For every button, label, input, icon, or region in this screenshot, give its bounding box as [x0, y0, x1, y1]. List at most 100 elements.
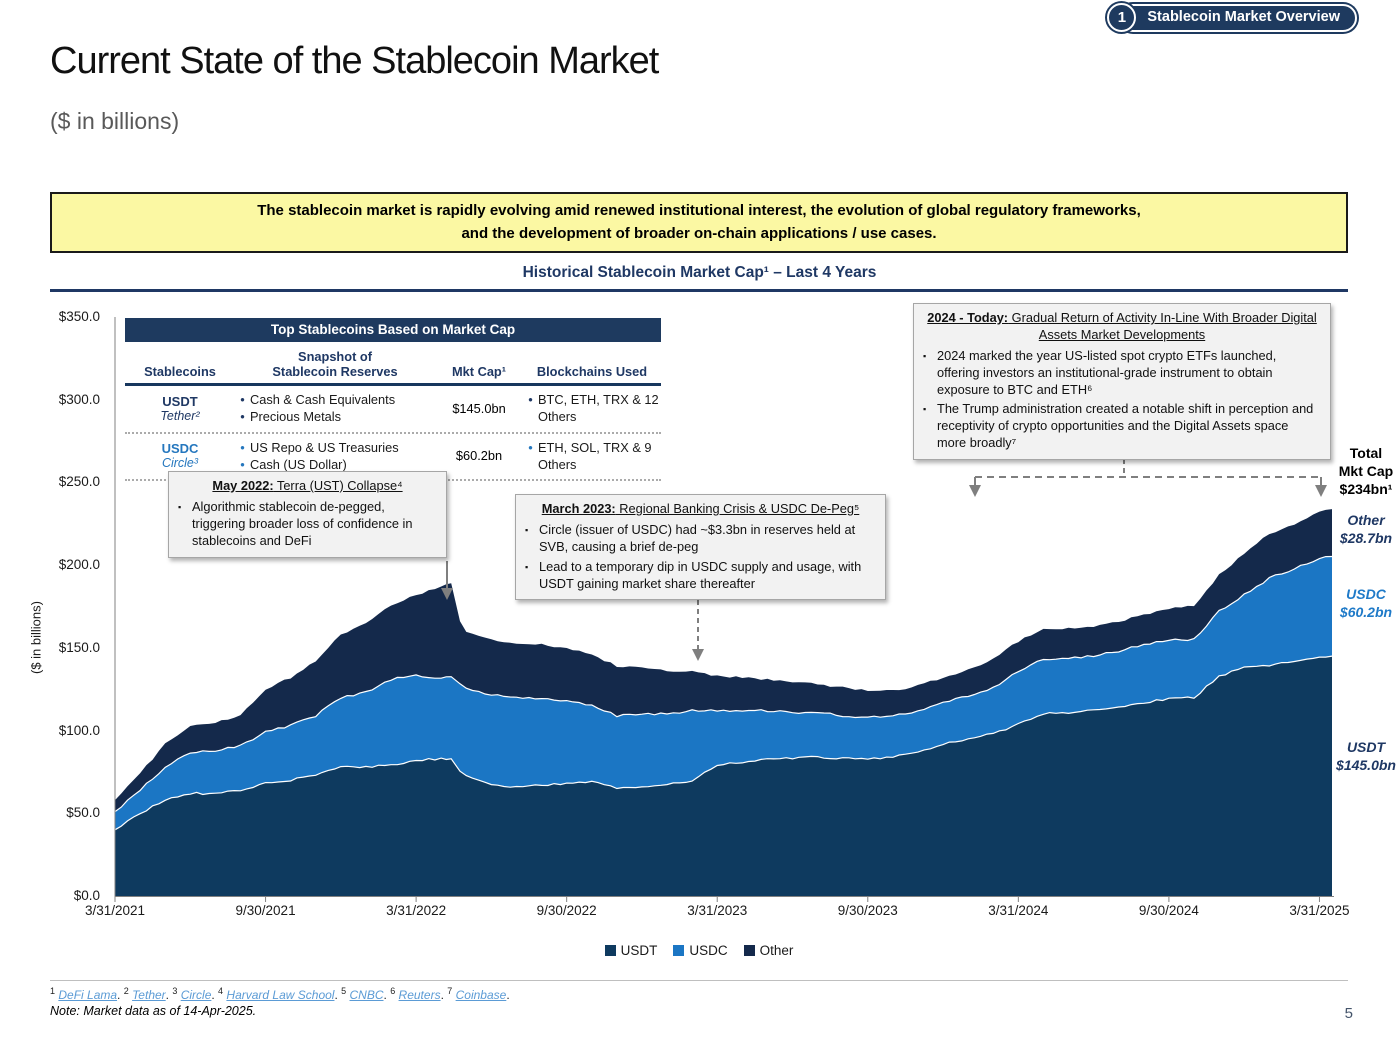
footnote-sup: 6	[390, 986, 396, 996]
y-tick-label: $350.0	[58, 309, 100, 324]
legend-label: Other	[759, 943, 794, 958]
key-message-banner: The stablecoin market is rapidly evolvin…	[50, 192, 1348, 253]
area-usdc	[115, 556, 1332, 830]
annotation-title-date: 2024 - Today:	[927, 310, 1009, 325]
top-stablecoins-table: Top Stablecoins Based on Market Cap Stab…	[125, 318, 661, 482]
annotation-title-text: Regional Banking Crisis & USDC De-Peg⁵	[615, 501, 860, 516]
x-tick-label: 3/31/2021	[84, 903, 146, 918]
legend-label: USDT	[620, 943, 658, 958]
footnote-sup: 4	[218, 986, 224, 996]
footnote-link[interactable]: CNBC	[349, 988, 384, 1002]
x-tick-label: 3/31/2025	[1289, 903, 1350, 918]
stablecoin-issuer: Tether²	[160, 408, 200, 423]
footnote-sup: 7	[447, 986, 453, 996]
stablecoin-issuer: Circle³	[161, 456, 199, 471]
legend-item-usdc: USDC	[673, 943, 728, 958]
x-tick-label: 9/30/2024	[1138, 903, 1199, 918]
annotation-bullet-text: 2024 marked the year US-listed spot cryp…	[937, 347, 1277, 397]
series-value: $28.7bn	[1339, 530, 1393, 547]
annotation-bullet: ▪ 2024 marked the year US-listed spot cry…	[923, 348, 1321, 399]
table-title: Top Stablecoins Based on Market Cap	[125, 318, 661, 342]
footnote-separator: .	[383, 988, 391, 1002]
reserve-item: • Precious Metals	[235, 408, 435, 425]
bullet-icon: ▪	[525, 524, 529, 535]
series-boundary-line	[114, 555, 1333, 813]
series-boundary-line	[114, 655, 1333, 831]
annotation-bullet: ▪ Lead to a temporary dip in USDC supply …	[525, 559, 876, 593]
bullet-icon: ▪	[178, 501, 182, 512]
reserve-text: Cash (US Dollar)	[250, 456, 347, 472]
annotation-title: May 2022: Terra (UST) Collapse⁴	[178, 478, 437, 495]
annotation-bullet: ▪ Circle (issuer of USDC) had ~$3.3bn in …	[525, 522, 876, 556]
page-subtitle: ($ in billions)	[50, 108, 180, 134]
y-tick-label: $300.0	[58, 391, 100, 407]
series-value: $60.2bn	[1339, 604, 1393, 621]
footnote-source: 6 Reuters.	[390, 986, 448, 1002]
arrow-head-icon	[1315, 485, 1327, 497]
total-label-value: $234bn¹	[1339, 481, 1393, 498]
page-title: Current State of the Stablecoin Market	[50, 40, 659, 82]
footnote-separator: .	[165, 988, 173, 1002]
footnote-link[interactable]: Reuters	[398, 988, 441, 1002]
footnote-separator: .	[334, 988, 342, 1002]
annotation-2024-today: 2024 - Today: Gradual Return of Activity…	[913, 303, 1331, 461]
bullet-icon: ▪	[923, 404, 927, 415]
bullet-icon: •	[240, 409, 245, 425]
total-mkt-cap-label: Total Mkt Cap $234bn¹	[1333, 444, 1399, 499]
annotation-title: 2024 - Today: Gradual Return of Activity…	[923, 310, 1321, 344]
footnote-link[interactable]: DeFi Lama	[58, 988, 118, 1002]
page-number: 5	[1344, 1005, 1353, 1022]
annotation-march-2023: March 2023: Regional Banking Crisis & US…	[515, 494, 886, 601]
x-tick-label: 9/30/2023	[837, 903, 898, 918]
footnote-link[interactable]: Harvard Law School	[226, 988, 335, 1002]
other-series-label: Other $28.7bn	[1333, 511, 1399, 547]
footnote-sup: 2	[123, 986, 129, 996]
series-value: $145.0bn	[1336, 757, 1396, 774]
footnote-source: 2 Tether.	[123, 986, 173, 1002]
annotation-bullet-text: The Trump administration created a notab…	[937, 401, 1314, 451]
reserve-text: Precious Metals	[250, 409, 342, 425]
blockchains-item: • BTC, ETH, TRX & 12 Others	[523, 391, 661, 426]
annotation-bullets: ▪ Circle (issuer of USDC) had ~$3.3bn in …	[525, 522, 876, 593]
footnote-sup: 5	[341, 986, 347, 996]
footnote-separator: .	[117, 988, 124, 1002]
reserve-text: Cash & Cash Equivalents	[250, 392, 396, 407]
area-usdt	[115, 656, 1332, 896]
bullet-icon: •	[528, 392, 533, 407]
annotation-title: March 2023: Regional Banking Crisis & US…	[525, 501, 876, 518]
footnote-divider	[50, 980, 1348, 981]
legend-label: USDC	[689, 943, 728, 958]
annotation-title-text: Terra (UST) Collapse⁴	[273, 478, 403, 493]
footnote-sources: 1 DeFi Lama. 2 Tether. 3 Circle. 4 Harva…	[50, 986, 510, 1002]
y-tick-label: $150.0	[58, 639, 100, 655]
series-name: Other	[1347, 512, 1385, 528]
footnote-link[interactable]: Tether	[132, 988, 166, 1002]
arrow-head-icon	[969, 485, 981, 497]
section-number-badge: 1	[1107, 3, 1137, 32]
footnote-separator: .	[506, 988, 510, 1002]
reserve-item: • Cash (US Dollar)	[235, 456, 435, 473]
table-body: USDT Tether² • Cash & Cash Equivalents • Prec…	[125, 386, 661, 482]
table-column-header: Stablecoins	[144, 364, 216, 379]
legend-swatch-icon	[673, 945, 685, 956]
y-tick-label: $0.0	[73, 888, 100, 903]
legend-swatch-icon	[743, 945, 755, 956]
x-tick-label: 9/30/2022	[536, 903, 597, 918]
stablecoin-name: USDC	[161, 441, 199, 457]
footnote-source: 7 Coinbase.	[447, 986, 510, 1002]
mkt-cap-value: $145.0bn	[452, 400, 506, 416]
total-label-line1: Total	[1349, 445, 1383, 461]
chart-title: Historical Stablecoin Market Cap¹ – Last…	[522, 264, 877, 281]
arrow-head-icon	[441, 588, 453, 600]
annotation-bullet-text: Lead to a temporary dip in USDC supply a…	[539, 558, 862, 591]
footnote-link[interactable]: Coinbase	[455, 988, 507, 1002]
bullet-icon: ▪	[923, 350, 927, 361]
footnote-link[interactable]: Circle	[180, 988, 212, 1002]
bullet-icon: •	[240, 439, 245, 455]
x-tick-label: 9/30/2021	[235, 903, 296, 918]
data-note: Note: Market data as of 14-Apr-2025.	[50, 1004, 257, 1018]
area-other	[115, 509, 1332, 812]
section-badge: 1 Stablecoin Market Overview	[1107, 3, 1357, 32]
footnote-separator: .	[440, 988, 448, 1002]
